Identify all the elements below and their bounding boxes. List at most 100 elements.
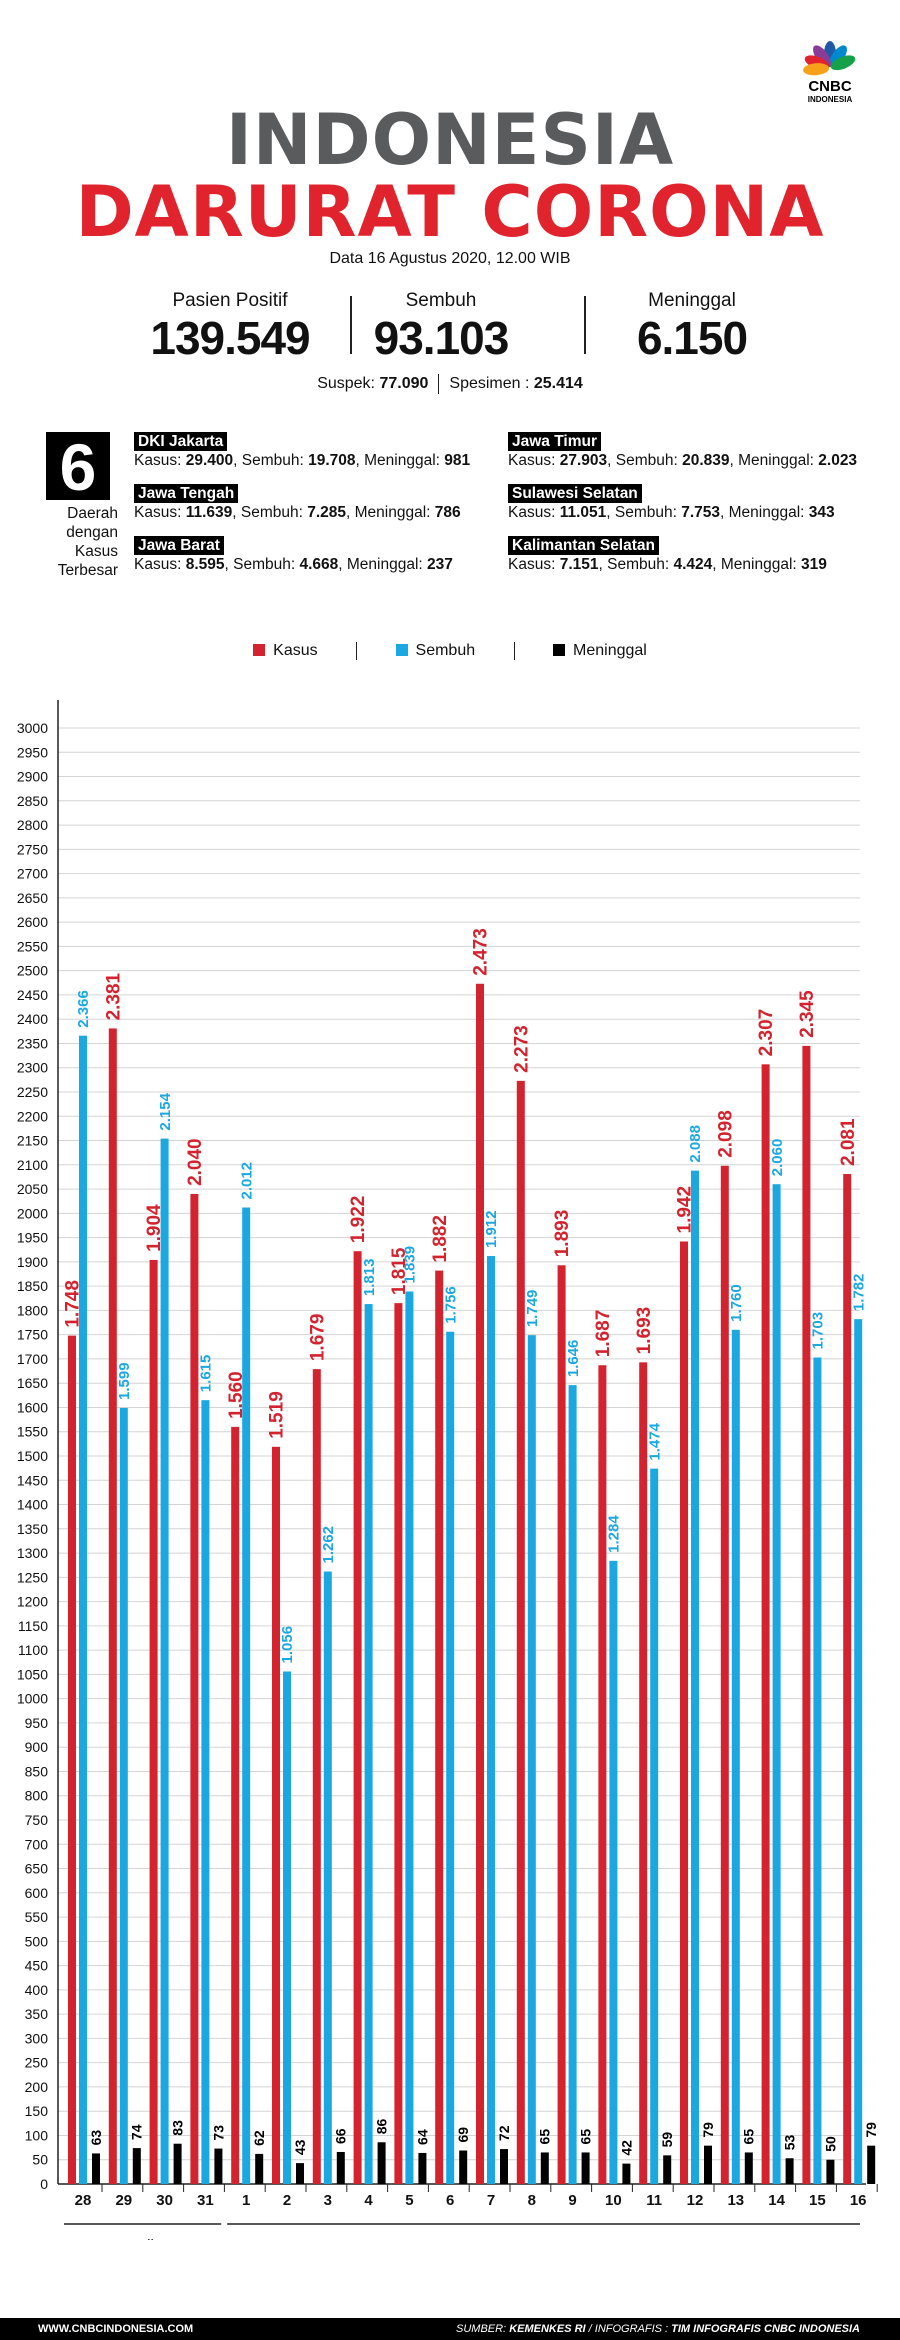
y-tick-label: 2550 (17, 938, 48, 954)
data-label-sembuh: 1.756 (442, 1286, 459, 1324)
data-label-sembuh: 2.012 (238, 1162, 255, 1200)
data-label-meninggal: 43 (292, 2139, 308, 2155)
bar-meninggal (132, 2148, 141, 2184)
bar-kasus (68, 1335, 76, 2184)
y-tick-label: 1950 (17, 1230, 48, 1246)
bar-sembuh (405, 1291, 414, 2184)
region-item: Jawa Tengah Kasus: 11.639, Sembuh: 7.285,… (134, 484, 461, 522)
data-label-meninggal: 86 (374, 2118, 390, 2134)
legend-swatch (553, 644, 566, 657)
legend-divider (513, 642, 515, 660)
y-tick-label: 900 (25, 1739, 49, 1755)
legend-item-kasus: Kasus (253, 642, 318, 660)
bar-meninggal (214, 2148, 223, 2184)
bar-meninggal (296, 2163, 304, 2184)
y-tick-label: 1000 (17, 1691, 48, 1707)
x-tick-label: 1 (242, 2192, 250, 2209)
y-tick-label: 2100 (17, 1157, 48, 1173)
y-tick-label: 2200 (17, 1108, 48, 1124)
brand-name: CNBC (808, 78, 851, 95)
y-tick-label: 0 (40, 2176, 48, 2192)
y-tick-label: 100 (25, 2127, 49, 2143)
data-label-sembuh: 1.760 (728, 1284, 745, 1322)
x-tick-label: 5 (405, 2192, 413, 2209)
data-label-meninggal: 50 (822, 2136, 838, 2152)
data-label-meninggal: 83 (170, 2120, 186, 2136)
bar-kasus (720, 1165, 729, 2184)
region-stats: Kasus: 8.595, Sembuh: 4.668, Meninggal: … (134, 556, 453, 573)
y-tick-label: 1400 (17, 1497, 48, 1513)
y-tick-label: 1100 (18, 1642, 48, 1658)
bar-meninggal (500, 2149, 508, 2184)
y-tick-label: 450 (25, 1958, 49, 1974)
region-item: Kalimantan Selatan Kasus: 7.151, Sembuh: … (508, 536, 827, 574)
suspect-divider (438, 374, 440, 394)
legend-label: Meninggal (573, 642, 647, 660)
y-tick-label: 800 (25, 1788, 49, 1804)
y-tick-label: 2600 (17, 914, 48, 930)
data-label-meninggal: 79 (863, 2122, 879, 2138)
chart-legend: Kasus Sembuh Meninggal (0, 642, 900, 660)
bar-sembuh (527, 1335, 536, 2184)
y-tick-label: 1050 (17, 1666, 48, 1682)
data-label-kasus: 1.815 (389, 1247, 410, 1295)
y-tick-label: 1600 (17, 1399, 48, 1415)
y-tick-label: 700 (25, 1836, 49, 1852)
data-label-kasus: 1.893 (552, 1210, 573, 1258)
bar-meninggal (785, 2158, 794, 2184)
data-label-kasus: 1.693 (634, 1307, 655, 1355)
y-tick-label: 2700 (17, 866, 48, 882)
bar-sembuh (568, 1385, 577, 2184)
stat-divider (584, 296, 586, 354)
bar-meninggal (663, 2155, 672, 2184)
region-name: Sulawesi Selatan (508, 484, 642, 503)
data-label-kasus: 2.040 (185, 1138, 206, 1186)
y-tick-label: 2300 (17, 1060, 48, 1076)
legend-swatch (253, 644, 266, 657)
bar-chart: 0501001502002503003504004505005506006507… (17, 700, 879, 2240)
y-tick-label: 350 (25, 2006, 49, 2022)
y-tick-label: 750 (25, 1812, 49, 1828)
region-caption: Daerah dengan Kasus Terbesar (57, 505, 118, 579)
y-tick-label: 650 (25, 1861, 49, 1877)
y-tick-label: 2650 (17, 890, 48, 906)
data-label-sembuh: 1.749 (524, 1290, 541, 1328)
region-name: Jawa Barat (134, 536, 224, 555)
y-tick-label: 300 (25, 2030, 49, 2046)
legend-label: Sembuh (415, 642, 476, 660)
bar-kasus (639, 1362, 648, 2184)
cnbc-logo: CNBC INDONESIA (790, 36, 870, 106)
y-tick-label: 150 (25, 2103, 49, 2119)
data-label-kasus: 2.381 (103, 972, 124, 1020)
y-tick-label: 600 (25, 1885, 49, 1901)
data-label-meninggal: 53 (782, 2134, 798, 2150)
x-tick-label: 15 (809, 2192, 826, 2209)
data-label-kasus: 2.473 (471, 928, 492, 976)
x-tick-label: 14 (768, 2192, 785, 2209)
group-label-juli: Juli (131, 2237, 154, 2240)
y-tick-label: 2400 (17, 1011, 48, 1027)
bar-meninggal (744, 2152, 753, 2184)
y-tick-label: 2450 (17, 987, 48, 1003)
region-name: Jawa Tengah (134, 484, 239, 503)
y-tick-label: 950 (25, 1715, 49, 1731)
data-label-sembuh: 1.782 (850, 1274, 867, 1312)
bar-meninggal (336, 2151, 345, 2184)
y-tick-label: 250 (25, 2055, 49, 2071)
data-label-kasus: 1.748 (63, 1280, 84, 1328)
y-tick-label: 2850 (17, 793, 48, 809)
bar-sembuh (446, 1331, 455, 2184)
bar-meninggal (459, 2150, 468, 2184)
region-item: DKI Jakarta Kasus: 29.400, Sembuh: 19.708… (134, 432, 470, 470)
bar-kasus (353, 1251, 362, 2184)
y-tick-label: 200 (25, 2079, 49, 2095)
bar-meninggal (418, 2152, 427, 2184)
y-tick-label: 400 (25, 1982, 49, 1998)
region-name: Jawa Timur (508, 432, 602, 451)
region-name: Kalimantan Selatan (508, 536, 659, 555)
bar-meninggal (826, 2159, 835, 2184)
data-label-kasus: 1.942 (675, 1186, 696, 1234)
x-tick-label: 13 (727, 2192, 744, 2209)
title-line2: DARURAT CORONA (75, 171, 825, 253)
stat-deaths-label: Meninggal (648, 290, 736, 311)
